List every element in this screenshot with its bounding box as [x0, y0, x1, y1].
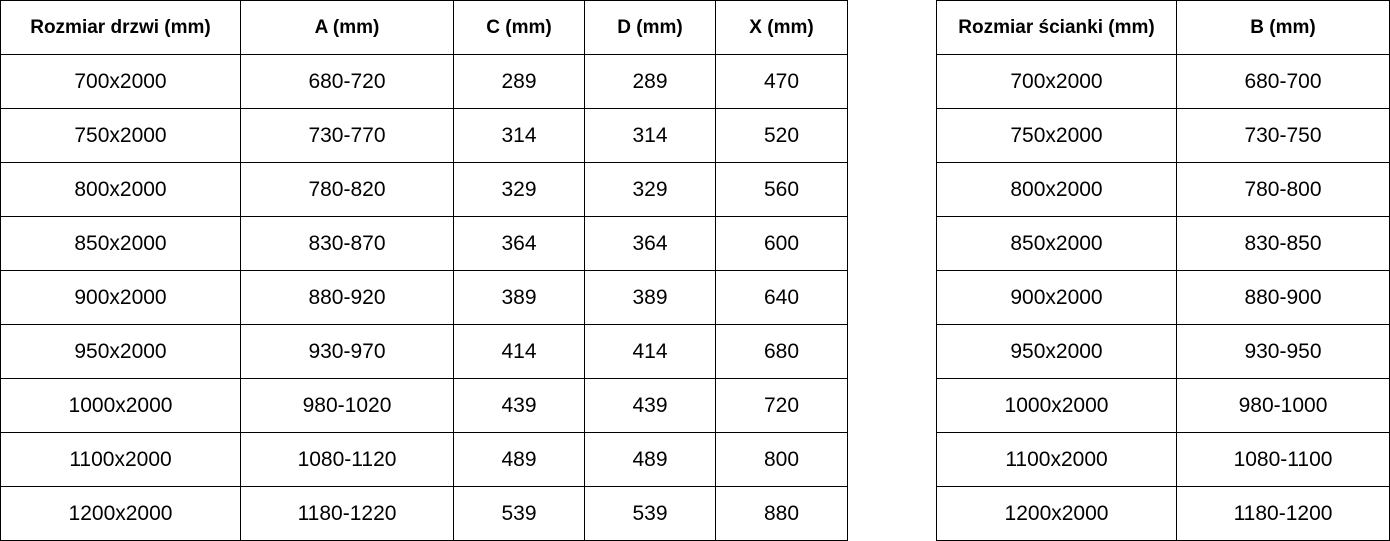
table-row: 1100x2000 1080-1100 — [936, 432, 1390, 487]
table-cell: 364 — [453, 216, 585, 271]
table-row: 850x2000 830-870 364 364 600 — [0, 216, 848, 271]
table-cell: 1200x2000 — [936, 486, 1177, 541]
table-row: 1100x2000 1080-1120 489 489 800 — [0, 432, 848, 487]
table-cell: 950x2000 — [936, 324, 1177, 379]
table-cell: 1100x2000 — [0, 432, 241, 487]
table-cell: 1180-1200 — [1176, 486, 1390, 541]
table-cell: 830-850 — [1176, 216, 1390, 271]
table-cell: 1080-1100 — [1176, 432, 1390, 487]
table-cell: 289 — [453, 54, 585, 109]
table-cell: 414 — [453, 324, 585, 379]
table-cell: 329 — [584, 162, 716, 217]
table-header-row: Rozmiar drzwi (mm) A (mm) C (mm) D (mm) X (m… — [0, 0, 848, 55]
table-cell: 930-970 — [240, 324, 454, 379]
table-row: 950x2000 930-950 — [936, 324, 1390, 379]
table-row: 850x2000 830-850 — [936, 216, 1390, 271]
table-cell: 750x2000 — [0, 108, 241, 163]
table-cell: 1100x2000 — [936, 432, 1177, 487]
table-cell: 314 — [584, 108, 716, 163]
table-cell: 329 — [453, 162, 585, 217]
table-cell: 800x2000 — [936, 162, 1177, 217]
table-cell: 680-700 — [1176, 54, 1390, 109]
table-cell: 1200x2000 — [0, 486, 241, 541]
table-cell: 680 — [715, 324, 848, 379]
table-cell: 950x2000 — [0, 324, 241, 379]
table-cell: 489 — [453, 432, 585, 487]
table-cell: 439 — [584, 378, 716, 433]
table-cell: 389 — [453, 270, 585, 325]
column-header: C (mm) — [453, 0, 585, 55]
table-row: 750x2000 730-770 314 314 520 — [0, 108, 848, 163]
table-cell: 1080-1120 — [240, 432, 454, 487]
table-cell: 750x2000 — [936, 108, 1177, 163]
table-cell: 720 — [715, 378, 848, 433]
table-cell: 389 — [584, 270, 716, 325]
table-cell: 470 — [715, 54, 848, 109]
table-cell: 830-870 — [240, 216, 454, 271]
table-cell: 980-1000 — [1176, 378, 1390, 433]
table-cell: 850x2000 — [0, 216, 241, 271]
door-size-table: Rozmiar drzwi (mm) A (mm) C (mm) D (mm) X (m… — [0, 0, 848, 541]
table-cell: 700x2000 — [936, 54, 1177, 109]
table-row: 800x2000 780-800 — [936, 162, 1390, 217]
table-cell: 560 — [715, 162, 848, 217]
table-cell: 930-950 — [1176, 324, 1390, 379]
table-cell: 800 — [715, 432, 848, 487]
table-cell: 730-750 — [1176, 108, 1390, 163]
table-cell: 1000x2000 — [936, 378, 1177, 433]
table-cell: 439 — [453, 378, 585, 433]
table-row: 750x2000 730-750 — [936, 108, 1390, 163]
table-cell: 700x2000 — [0, 54, 241, 109]
column-header: Rozmiar ścianki (mm) — [936, 0, 1177, 55]
table-cell: 730-770 — [240, 108, 454, 163]
table-cell: 289 — [584, 54, 716, 109]
table-row: 900x2000 880-900 — [936, 270, 1390, 325]
table-cell: 520 — [715, 108, 848, 163]
column-header: B (mm) — [1176, 0, 1390, 55]
table-cell: 880-900 — [1176, 270, 1390, 325]
table-cell: 880-920 — [240, 270, 454, 325]
table-row: 1000x2000 980-1000 — [936, 378, 1390, 433]
wall-size-table: Rozmiar ścianki (mm) B (mm) 700x2000 680-7… — [936, 0, 1390, 541]
table-cell: 780-800 — [1176, 162, 1390, 217]
table-cell: 680-720 — [240, 54, 454, 109]
table-row: 900x2000 880-920 389 389 640 — [0, 270, 848, 325]
table-cell: 640 — [715, 270, 848, 325]
table-cell: 364 — [584, 216, 716, 271]
table-cell: 780-820 — [240, 162, 454, 217]
table-row: 800x2000 780-820 329 329 560 — [0, 162, 848, 217]
table-header-row: Rozmiar ścianki (mm) B (mm) — [936, 0, 1390, 55]
table-cell: 314 — [453, 108, 585, 163]
table-cell: 900x2000 — [936, 270, 1177, 325]
table-cell: 489 — [584, 432, 716, 487]
table-cell: 539 — [584, 486, 716, 541]
table-row: 1000x2000 980-1020 439 439 720 — [0, 378, 848, 433]
table-cell: 880 — [715, 486, 848, 541]
table-cell: 1180-1220 — [240, 486, 454, 541]
table-cell: 800x2000 — [0, 162, 241, 217]
column-header: X (mm) — [715, 0, 848, 55]
table-cell: 1000x2000 — [0, 378, 241, 433]
table-cell: 980-1020 — [240, 378, 454, 433]
column-header: D (mm) — [584, 0, 716, 55]
table-row: 1200x2000 1180-1200 — [936, 486, 1390, 541]
table-cell: 900x2000 — [0, 270, 241, 325]
table-row: 1200x2000 1180-1220 539 539 880 — [0, 486, 848, 541]
table-row: 700x2000 680-720 289 289 470 — [0, 54, 848, 109]
table-row: 700x2000 680-700 — [936, 54, 1390, 109]
table-cell: 600 — [715, 216, 848, 271]
table-cell: 414 — [584, 324, 716, 379]
table-row: 950x2000 930-970 414 414 680 — [0, 324, 848, 379]
table-cell: 539 — [453, 486, 585, 541]
column-header: A (mm) — [240, 0, 454, 55]
table-cell: 850x2000 — [936, 216, 1177, 271]
column-header: Rozmiar drzwi (mm) — [0, 0, 241, 55]
